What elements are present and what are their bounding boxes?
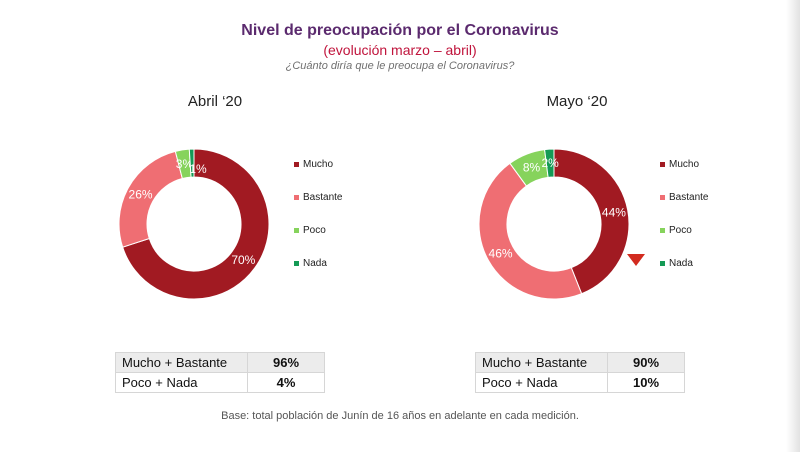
chart-title-mayo: Mayo ‘20 [546, 93, 608, 110]
summary-label: Mucho + Bastante [475, 352, 608, 373]
donut-chart-abril: 70% 26% 3%1% [118, 148, 270, 300]
legend-item-poco: Poco [660, 223, 692, 237]
legend-swatch [660, 260, 665, 266]
legend-label: Poco [669, 224, 692, 236]
data-label-mucho: 70% [231, 253, 255, 267]
legend-swatch [294, 260, 299, 266]
down-arrow-icon [627, 254, 645, 266]
legend-label: Nada [303, 257, 327, 269]
summary-label: Poco + Nada [475, 372, 608, 393]
down-arrow-shape [627, 254, 645, 266]
legend-label: Bastante [303, 191, 343, 203]
summary-value: 10% [607, 372, 685, 393]
data-label-nada: 2% [541, 156, 559, 170]
summary-label: Poco + Nada [115, 372, 248, 393]
summary-label: Mucho + Bastante [115, 352, 248, 373]
survey-question: ¿Cuánto diría que le preocupa el Coronav… [285, 60, 515, 72]
legend-item-bastante: Bastante [660, 190, 708, 204]
chart-title-abril: Abril ‘20 [187, 93, 243, 110]
legend-label: Nada [669, 257, 693, 269]
pie-slice-mucho [553, 148, 630, 295]
summary-value: 90% [607, 352, 685, 373]
page-subtitle: (evolución marzo – abril) [323, 42, 477, 58]
legend-item-nada: Nada [294, 256, 327, 270]
data-label-poco: 3% [176, 157, 194, 171]
data-label-mucho: 44% [602, 206, 626, 220]
legend-swatch [294, 161, 299, 167]
legend-swatch [660, 194, 665, 200]
donut-chart-mayo: 44% 46% 8% 2% [478, 148, 630, 300]
table-row: Poco + Nada 10% [475, 372, 685, 393]
legend-swatch [660, 161, 665, 167]
pie-slice-mucho [122, 148, 270, 300]
data-label-bastante: 46% [489, 246, 513, 260]
legend-swatch [660, 227, 665, 233]
legend-item-nada: Nada [660, 256, 693, 270]
legend-item-bastante: Bastante [294, 190, 342, 204]
legend-swatch [294, 194, 299, 200]
summary-value: 4% [247, 372, 325, 393]
data-label-nada: 1% [189, 162, 207, 176]
pie-slice-nada [544, 148, 555, 178]
table-row: Mucho + Bastante 90% [475, 352, 685, 373]
legend-label: Bastante [669, 191, 709, 203]
table-row: Mucho + Bastante 96% [115, 352, 325, 373]
legend-item-poco: Poco [294, 223, 326, 237]
legend-label: Poco [303, 224, 326, 236]
legend-item-mucho: Mucho [660, 157, 699, 171]
pie-slice-bastante [478, 162, 583, 300]
legend-item-mucho: Mucho [294, 157, 333, 171]
legend-label: Mucho [669, 158, 700, 170]
summary-value: 96% [247, 352, 325, 373]
pie-slice-nada [188, 148, 195, 178]
data-label-bastante: 26% [129, 188, 153, 202]
table-row: Poco + Nada 4% [115, 372, 325, 393]
page-title: Nivel de preocupación por el Coronavirus [241, 22, 559, 39]
base-note: Base: total población de Junín de 16 año… [221, 410, 579, 422]
page-edge-shadow [786, 0, 800, 452]
legend-label: Mucho [303, 158, 334, 170]
legend-swatch [294, 227, 299, 233]
summary-table-abril: Mucho + Bastante 96% Poco + Nada 4% [115, 352, 325, 393]
summary-table-mayo: Mucho + Bastante 90% Poco + Nada 10% [475, 352, 685, 393]
data-label-poco: 8% [523, 160, 541, 174]
